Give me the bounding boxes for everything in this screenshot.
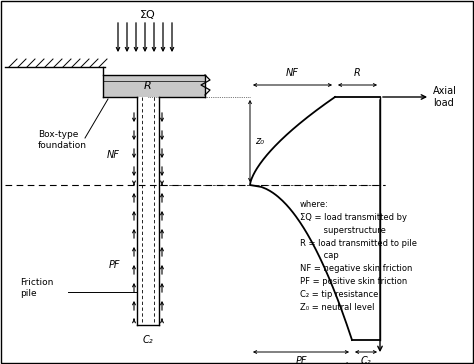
Text: R: R [144,81,152,91]
Text: where:
ΣQ = load transmitted by
         superstructure
R = load transmitted to : where: ΣQ = load transmitted by superstr… [300,200,417,312]
Text: z₀: z₀ [255,136,264,146]
Text: R: R [354,68,361,78]
Text: NF: NF [107,150,120,160]
Text: NF: NF [286,68,299,78]
Text: C₂: C₂ [143,335,153,345]
Text: Axial
load: Axial load [433,86,457,108]
Text: Box-type
foundation: Box-type foundation [38,130,87,150]
Text: ΣQ: ΣQ [140,10,156,20]
Text: C₂: C₂ [361,356,371,364]
Text: Friction
pile: Friction pile [20,278,54,298]
Bar [103,75,205,97]
Text: PF: PF [295,356,307,364]
Text: PF: PF [109,260,120,270]
Text: z, depth: z, depth [330,362,370,364]
